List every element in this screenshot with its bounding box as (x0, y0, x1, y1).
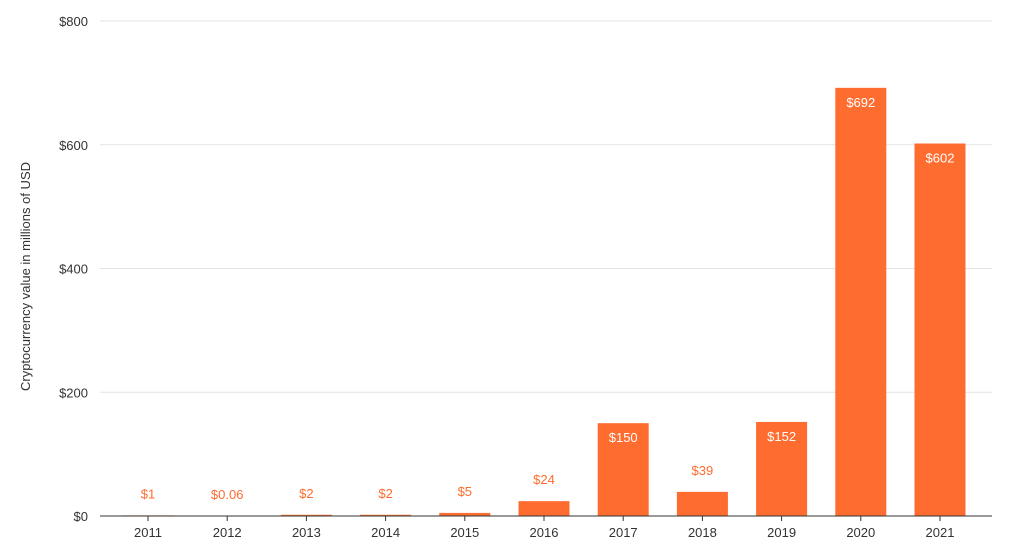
x-tick-label: 2015 (450, 525, 479, 540)
bar (360, 514, 412, 516)
bar (756, 421, 808, 516)
x-tick-label: 2019 (767, 525, 796, 540)
data-label: $2 (378, 486, 392, 501)
data-label: $150 (609, 430, 638, 445)
bar (597, 423, 649, 516)
bar (518, 501, 570, 516)
data-label: $24 (533, 472, 555, 487)
data-labels: $1 $0.06 $2 $2 $5 $24 $150 $39 $152 $692 $602 (141, 95, 955, 502)
y-axis-label: Cryptocurrency value in millions of USD (18, 162, 33, 391)
x-tick-label: 2012 (213, 525, 242, 540)
x-tick-label: 2018 (688, 525, 717, 540)
data-label: $39 (692, 463, 714, 478)
bars (122, 87, 966, 516)
x-tick-label: 2017 (609, 525, 638, 540)
x-tick-label: 2016 (530, 525, 559, 540)
bar (676, 491, 728, 516)
data-label: $152 (767, 429, 796, 444)
bar (914, 143, 966, 516)
data-label: $602 (926, 151, 955, 166)
y-axis-ticks: $0 $200 $400 $600 $800 (59, 14, 88, 524)
y-tick-label: $800 (59, 14, 88, 29)
data-label: $0.06 (211, 487, 244, 502)
y-tick-label: $200 (59, 385, 88, 400)
y-tick-label: $0 (74, 509, 88, 524)
bar (439, 512, 491, 516)
x-tick-label: 2021 (926, 525, 955, 540)
x-tick-label: 2014 (371, 525, 400, 540)
x-tick-label: 2013 (292, 525, 321, 540)
y-tick-label: $400 (59, 262, 88, 277)
data-label: $5 (458, 484, 472, 499)
data-label: $2 (299, 486, 313, 501)
data-label: $692 (846, 95, 875, 110)
bar (280, 514, 332, 516)
x-tick-label: 2020 (846, 525, 875, 540)
data-label: $1 (141, 486, 155, 501)
x-axis-ticks: 2011 2012 2013 2014 2015 2016 2017 2018 2019 2020… (134, 516, 954, 540)
bar (835, 87, 887, 516)
x-tick-label: 2011 (134, 525, 162, 540)
y-tick-label: $600 (59, 138, 88, 153)
